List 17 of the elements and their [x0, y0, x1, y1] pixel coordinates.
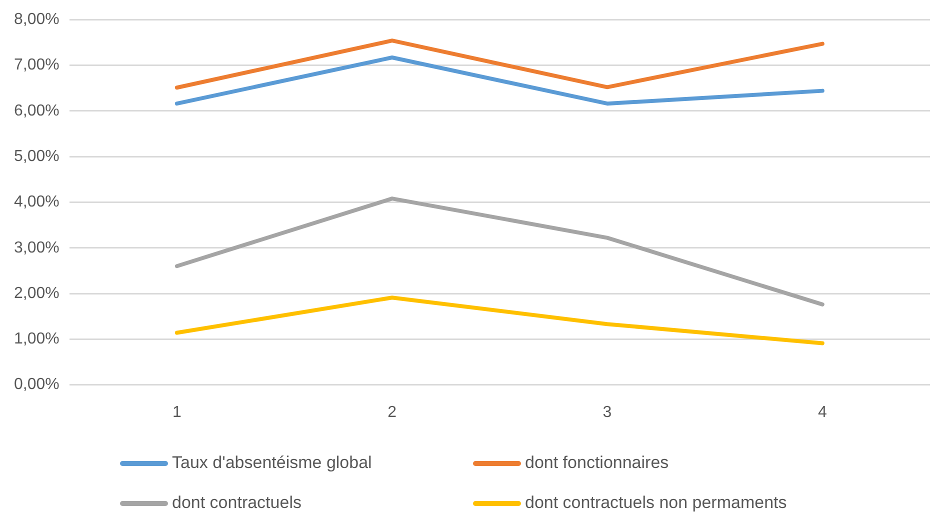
y-tick-label: 4,00%: [14, 194, 60, 211]
legend-label: dont contractuels: [172, 493, 302, 513]
y-tick-label: 5,00%: [14, 148, 60, 165]
y-tick-label: 6,00%: [14, 102, 60, 120]
y-tick-label: 0,00%: [14, 376, 60, 394]
y-tick-label: 1,00%: [14, 330, 60, 348]
y-tick-label: 3,00%: [14, 239, 60, 256]
y-tick-label: 8,00%: [14, 11, 60, 28]
legend-label: dont contractuels non permaments: [525, 493, 787, 513]
x-tick-label: 4: [818, 404, 827, 421]
legend-label: dont fonctionnaires: [525, 453, 669, 473]
x-tick-label: 3: [602, 404, 612, 421]
x-tick-label: 1: [172, 404, 182, 421]
legend-label: Taux d'absentéisme global: [172, 453, 372, 473]
x-tick-label: 2: [388, 404, 397, 421]
y-tick-label: 7,00%: [14, 56, 60, 74]
y-tick-label: 2,00%: [14, 284, 60, 302]
